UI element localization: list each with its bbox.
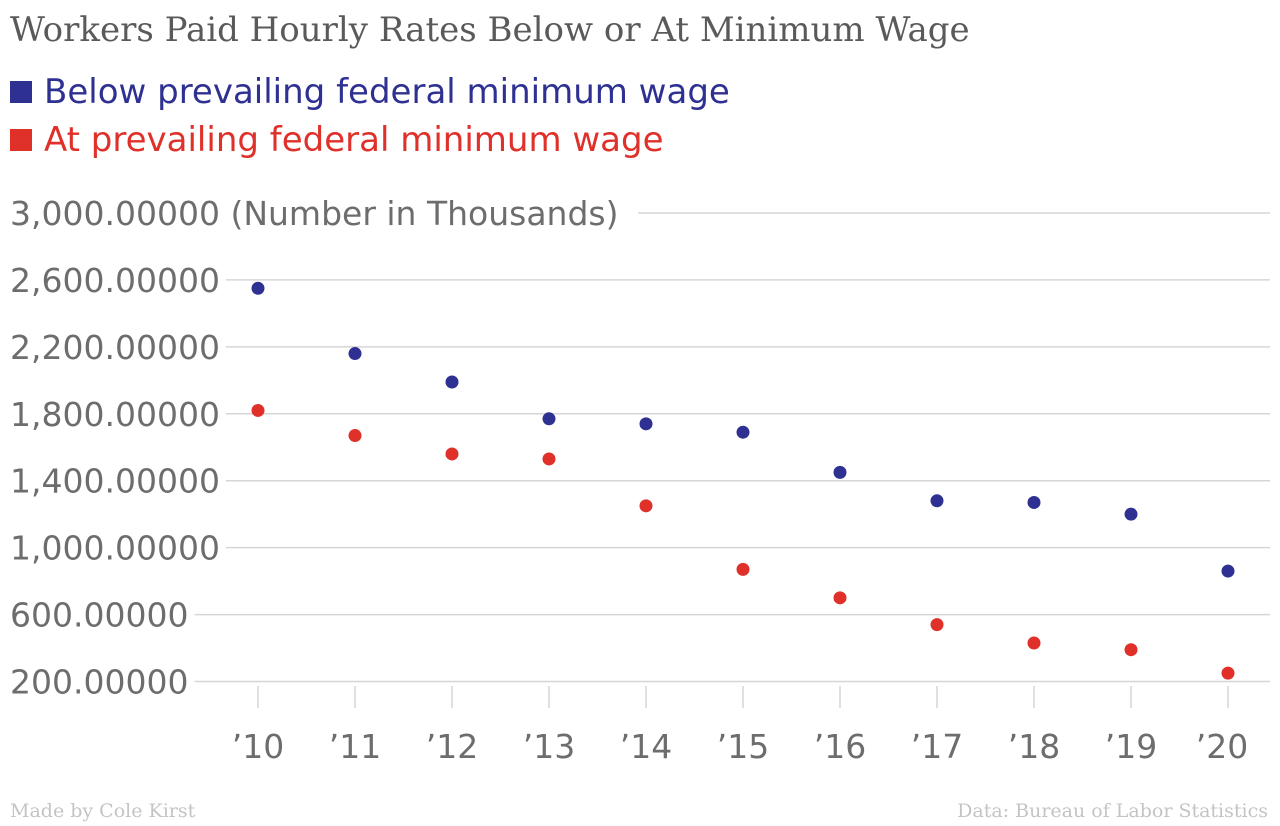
footer-credit: Made by Cole Kirst (10, 800, 196, 822)
x-tick-label: ’11 (329, 727, 381, 766)
point-at-7 (930, 618, 944, 632)
point-at-5 (736, 562, 750, 576)
point-below-6 (833, 465, 847, 479)
point-below-9 (1124, 507, 1138, 521)
x-tick-label: ’13 (523, 727, 575, 766)
y-tick-labels: 200.00000 600.00000 1,000.00000 1,400.00000… (10, 194, 618, 702)
x-tick-label: ’10 (232, 727, 284, 766)
point-at-9 (1124, 643, 1138, 657)
y-tick-label: 3,000.00000 (Number in Thousands) (10, 194, 618, 233)
point-below-7 (930, 494, 944, 508)
legend-swatch-below (10, 81, 32, 103)
point-below-3 (542, 412, 556, 426)
point-at-8 (1027, 636, 1041, 650)
point-below-8 (1027, 495, 1041, 509)
y-tick-label: 1,400.00000 (10, 462, 220, 501)
point-at-10 (1221, 666, 1235, 680)
y-tick-label: 2,200.00000 (10, 328, 220, 367)
point-at-6 (833, 591, 847, 605)
x-tick-label: ’20 (1196, 727, 1248, 766)
legend: Below prevailing federal minimum wage At… (10, 68, 730, 164)
point-below-4 (639, 417, 653, 431)
x-tick-labels: ’10 ’11 ’12 ’13 ’14 ’15 ’16 ’17 ’18 ’19 ’20 (232, 686, 1248, 766)
y-axis-label: (Number in Thousands) (220, 194, 619, 233)
footer-source: Data: Bureau of Labor Statistics (957, 800, 1268, 822)
legend-item-below: Below prevailing federal minimum wage (10, 68, 730, 116)
point-below-10 (1221, 564, 1235, 578)
data-points (251, 281, 1235, 680)
x-tick-label: ’15 (717, 727, 769, 766)
x-tick-label: ’18 (1008, 727, 1060, 766)
grid-lines (194, 212, 1270, 683)
point-at-2 (445, 447, 459, 461)
y-tick-label: 600.00000 (10, 596, 188, 635)
x-tick-label: ’12 (426, 727, 478, 766)
legend-swatch-at (10, 129, 32, 151)
x-tick-label: ’14 (620, 727, 672, 766)
point-at-3 (542, 452, 556, 466)
y-tick-label: 1,800.00000 (10, 395, 220, 434)
y-tick-label: 1,000.00000 (10, 529, 220, 568)
x-tick-label: ’17 (911, 727, 963, 766)
point-below-0 (251, 281, 265, 295)
point-at-0 (251, 403, 265, 417)
x-tick-label: ’19 (1105, 727, 1157, 766)
y-tick-label: 2,600.00000 (10, 261, 220, 300)
y-tick-label: 200.00000 (10, 663, 188, 702)
point-below-1 (348, 347, 362, 361)
point-at-1 (348, 429, 362, 443)
legend-item-at: At prevailing federal minimum wage (10, 116, 730, 164)
point-at-4 (639, 499, 653, 513)
point-below-2 (445, 375, 459, 389)
x-tick-label: ’16 (814, 727, 866, 766)
legend-label-below: Below prevailing federal minimum wage (44, 72, 730, 112)
point-below-5 (736, 425, 750, 439)
chart-title: Workers Paid Hourly Rates Below or At Mi… (10, 10, 970, 50)
legend-label-at: At prevailing federal minimum wage (44, 120, 664, 160)
